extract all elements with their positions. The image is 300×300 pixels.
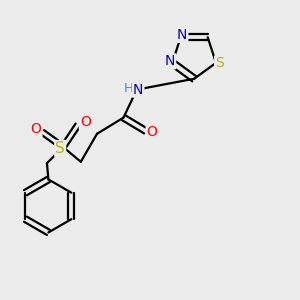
Text: O: O [147,125,158,139]
Text: H: H [124,82,134,95]
Text: S: S [55,141,65,156]
Text: O: O [80,115,91,129]
Text: N: N [165,54,175,68]
Text: N: N [177,28,187,42]
Text: N: N [133,82,143,97]
Text: O: O [31,122,41,136]
Text: S: S [215,56,224,70]
